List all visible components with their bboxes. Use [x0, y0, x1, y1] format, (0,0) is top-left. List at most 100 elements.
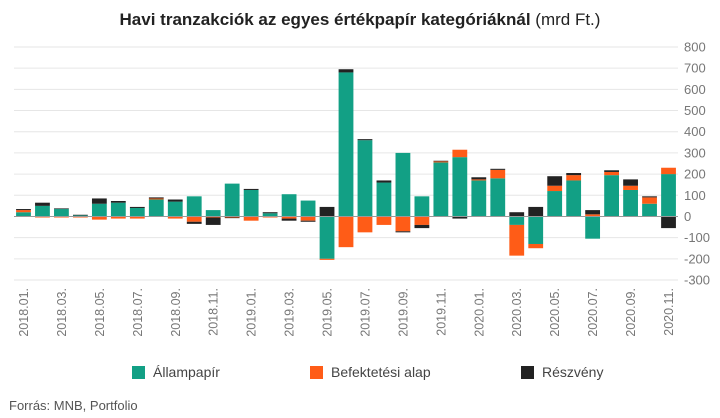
bar-allampapir-2020.02. — [490, 178, 506, 217]
bar-allampapir-2018.04. — [73, 215, 88, 217]
bar-befektetesi-2020.07. — [585, 214, 601, 217]
x-tick-label: 2019.07. — [358, 288, 372, 337]
bar-reszveny-2020.04. — [528, 206, 544, 217]
legend-item-reszveny: Részvény — [521, 364, 603, 380]
bar-befektetesi-2018.09. — [167, 216, 183, 219]
bar-allampapir-2020.03. — [509, 216, 525, 225]
x-tick-label: 2019.11. — [434, 288, 448, 336]
bar-befektetesi-2019.06. — [338, 216, 354, 248]
bar-befektetesi-2019.11. — [433, 161, 449, 163]
bar-allampapir-2019.09. — [395, 152, 411, 217]
bar-befektetesi-2019.02. — [262, 216, 278, 218]
bar-allampapir-2018.03. — [54, 209, 69, 217]
bar-reszveny-2018.06. — [110, 200, 126, 203]
bar-reszveny-2018.04. — [73, 214, 88, 216]
bar-allampapir-2019.06. — [338, 72, 354, 217]
bar-allampapir-2018.01. — [16, 212, 31, 217]
y-tick-label: 500 — [684, 103, 706, 118]
bar-allampapir-2018.02. — [35, 205, 50, 217]
x-tick-label: 2018.11. — [207, 288, 221, 336]
bar-befektetesi-2020.11. — [661, 167, 676, 175]
bar-allampapir-2018.11. — [205, 210, 221, 217]
bar-befektetesi-2019.10. — [414, 216, 430, 225]
bar-reszveny-2020.09. — [623, 179, 638, 186]
bar-allampapir-2020.09. — [623, 189, 638, 217]
legend-item-befektetesi-alap: Befektetési alap — [310, 364, 431, 380]
bar-reszveny-2018.07. — [129, 206, 145, 208]
bar-reszveny-2019.02. — [262, 212, 278, 214]
y-tick-label: -100 — [684, 230, 710, 245]
y-tick-label: 300 — [684, 145, 706, 160]
bar-reszveny-2019.07. — [357, 139, 373, 141]
bar-befektetesi-2020.02. — [490, 169, 506, 179]
x-tick-label: 2020.01. — [472, 288, 486, 337]
bar-reszveny-2020.02. — [490, 168, 506, 170]
x-tick-label: 2020.07. — [586, 288, 600, 337]
x-tick-label: 2019.09. — [396, 288, 410, 337]
bar-allampapir-2018.05. — [91, 203, 107, 217]
bar-befektetesi-2018.12. — [224, 216, 240, 218]
x-tick-label: 2020.03. — [510, 288, 524, 337]
bar-befektetesi-2018.04. — [73, 216, 88, 218]
bar-allampapir-2020.06. — [566, 180, 582, 217]
bar-befektetesi-2018.11. — [205, 216, 221, 218]
x-tick-label: 2018.03. — [55, 288, 69, 337]
y-tick-label: 200 — [684, 167, 706, 182]
bar-allampapir-2019.08. — [376, 182, 392, 217]
bar-allampapir-2019.01. — [243, 189, 259, 217]
bar-befektetesi-2018.08. — [148, 198, 164, 200]
legend-label-reszveny: Részvény — [542, 364, 604, 380]
bar-allampapir-2020.10. — [642, 203, 657, 217]
bar-reszveny-2019.08. — [376, 180, 392, 183]
bar-reszveny-2018.08. — [148, 197, 164, 199]
bar-reszveny-2019.01. — [243, 188, 259, 190]
bar-allampapir-2020.04. — [528, 216, 544, 244]
bar-allampapir-2019.05. — [319, 216, 335, 259]
bar-befektetesi-2020.09. — [623, 185, 638, 190]
x-tick-label: 2020.09. — [624, 288, 638, 337]
bar-befektetesi-2019.07. — [357, 216, 373, 233]
y-tick-label: 600 — [684, 82, 706, 97]
x-tick-label: 2018.07. — [131, 288, 145, 337]
y-tick-label: 0 — [684, 209, 691, 224]
bar-reszveny-2020.07. — [585, 210, 601, 215]
bar-allampapir-2019.02. — [262, 213, 278, 217]
bar-reszveny-2019.04. — [300, 220, 316, 222]
bar-allampapir-2019.12. — [452, 157, 468, 217]
bar-befektetesi-2019.12. — [452, 149, 468, 158]
bar-reszveny-2018.02. — [35, 202, 50, 206]
bar-befektetesi-2018.07. — [129, 216, 145, 219]
x-tick-label: 2018.01. — [17, 288, 31, 337]
legend-item-allampapir: Állampapír — [132, 364, 220, 380]
bar-befektetesi-2020.03. — [509, 224, 525, 256]
bar-allampapir-2018.07. — [129, 207, 145, 217]
legend-swatch-allampapir — [132, 365, 145, 379]
bar-reszveny-2019.10. — [414, 224, 430, 229]
bar-reszveny-2018.11. — [205, 217, 221, 225]
source-note: Forrás: MNB, Portfolio — [9, 398, 138, 413]
bar-befektetesi-2020.01. — [471, 179, 487, 181]
bar-reszveny-2018.03. — [54, 208, 69, 210]
bar-allampapir-2019.11. — [433, 162, 449, 217]
bar-allampapir-2018.12. — [224, 183, 240, 217]
bar-allampapir-2018.06. — [110, 202, 126, 217]
bar-befektetesi-2019.04. — [300, 216, 316, 221]
bar-reszveny-2019.05. — [319, 206, 335, 217]
bar-befektetesi-2018.10. — [186, 216, 202, 222]
bar-reszveny-2020.08. — [604, 170, 619, 172]
y-tick-label: -300 — [684, 273, 710, 288]
x-tick-label: 2019.03. — [283, 288, 297, 337]
bar-befektetesi-2020.05. — [547, 185, 563, 192]
bar-befektetesi-2019.08. — [376, 216, 392, 225]
x-tick-label: 2018.05. — [93, 288, 107, 337]
bar-allampapir-2019.10. — [414, 196, 430, 217]
bar-befektetesi-2020.06. — [566, 175, 582, 181]
bar-reszveny-2018.12. — [224, 217, 240, 219]
bar-allampapir-2019.03. — [281, 194, 297, 217]
y-tick-label: 700 — [684, 61, 706, 76]
bar-allampapir-2019.04. — [300, 200, 316, 217]
x-tick-label: 2020.05. — [548, 288, 562, 337]
bar-reszveny-2018.01. — [16, 209, 31, 211]
bar-reszveny-2020.05. — [547, 176, 563, 186]
bar-befektetesi-2020.10. — [642, 197, 657, 204]
